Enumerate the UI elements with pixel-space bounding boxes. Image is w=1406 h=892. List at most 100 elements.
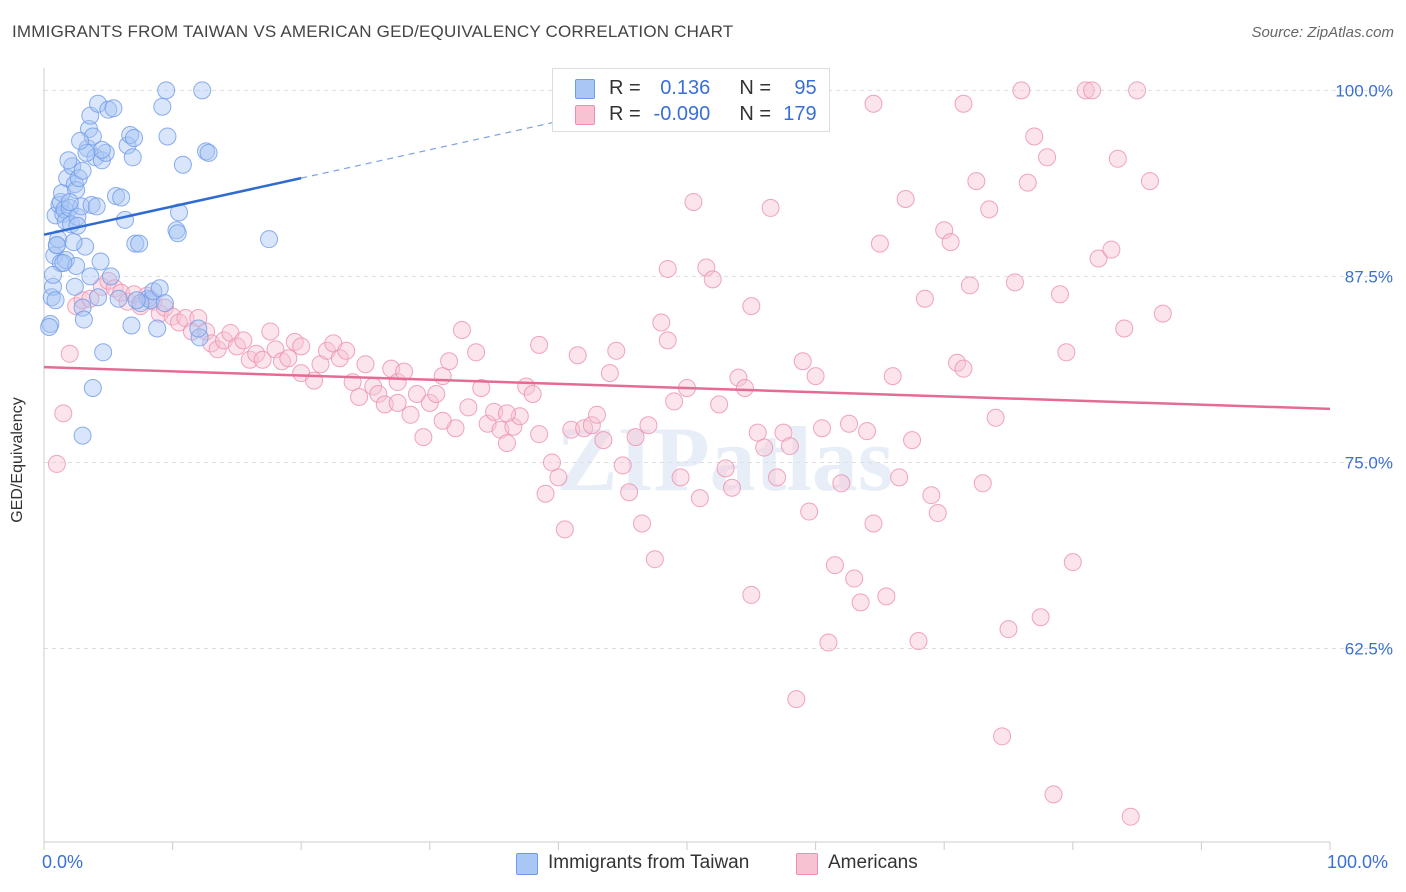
americans-point-0 [47,454,66,473]
americans-point-54 [407,384,426,403]
correlation-legend: R = 0.136 N = 95 R = -0.090 N = 179 [552,68,830,132]
americans-point-55 [414,428,433,447]
source-label: Source: ZipAtlas.com [1251,24,1394,41]
americans-point-75 [542,453,561,472]
americans-point-132 [909,632,928,651]
americans-point-119 [825,556,844,575]
x-tick-label-max: 100.0% [1327,852,1389,872]
taiwan-point-70 [153,97,172,116]
chart-title: IMMIGRANTS FROM TAIWAN VS AMERICAN GED/E… [12,22,734,41]
taiwan-point-88 [60,192,79,211]
americans-point-82 [587,405,606,424]
americans-point-53 [401,405,420,424]
americans-point-100 [703,270,722,289]
americans-point-48 [369,384,388,403]
americans-point-121 [840,414,859,433]
y-axis-label: GED/Equivalency [9,397,26,523]
taiwan-point-90 [87,197,106,216]
americans-point-131 [903,431,922,450]
legend-r-value-taiwan: 0.136 [660,77,711,99]
americans-point-164 [1128,81,1147,100]
americans-point-86 [613,456,632,475]
americans-point-125 [864,514,883,533]
americans-point-85 [607,341,626,360]
americans-point-35 [279,349,298,368]
americans-point-142 [973,474,992,493]
americans-point-122 [845,569,864,588]
americans-point-46 [356,355,375,374]
americans-point-172 [388,393,407,412]
taiwan-point-18 [67,181,86,200]
americans-point-130 [896,189,915,208]
taiwan-point-38 [47,236,66,255]
taiwan-point-75 [199,143,218,162]
americans-point-73 [530,425,549,444]
americans-point-52 [395,362,414,381]
taiwan-point-83 [89,288,108,307]
americans-point-158 [1083,81,1102,100]
taiwan-trend-line [43,176,302,236]
taiwan-point-77 [260,230,279,249]
americans-point-83 [594,431,613,450]
americans-point-149 [1018,173,1037,192]
americans-point-103 [723,478,742,497]
taiwan-trend-extension [301,115,585,179]
americans-point-163 [1121,807,1140,826]
legend-n-value-americans: 179 [783,103,817,125]
americans-point-57 [427,384,446,403]
y-tick-labels: 62.5% 75.0% 87.5% 100.0% [1335,81,1393,658]
series-swatch-americans [796,853,818,875]
taiwan-point-46 [101,267,120,286]
americans-point-126 [870,234,889,253]
americans-point-74 [536,484,555,503]
taiwan-point-55 [130,234,149,253]
americans-point-97 [684,192,703,211]
legend-swatch-taiwan [575,79,595,99]
americans-point-112 [780,437,799,456]
taiwan-point-60 [148,319,167,338]
americans-point-42 [330,349,349,368]
americans-point-108 [755,438,774,457]
americans-point-59 [440,352,459,371]
americans-point-161 [1108,149,1127,168]
taiwan-point-92 [40,317,59,336]
americans-point-155 [1057,343,1076,362]
americans-point-115 [800,502,819,521]
americans-point-78 [562,420,581,439]
taiwan-point-50 [118,136,137,155]
taiwan-point-73 [189,319,208,338]
americans-trend-line [43,365,1331,411]
americans-point-107 [748,423,767,442]
taiwan-point-64 [155,294,174,313]
americans-point-2 [60,344,79,363]
americans-point-104 [729,368,748,387]
americans-point-116 [806,367,825,386]
taiwan-point-49 [116,210,135,229]
americans-point-120 [832,474,851,493]
americans-point-166 [1153,304,1172,323]
americans-point-162 [1115,319,1134,338]
americans-point-175 [292,337,311,356]
americans-point-68 [497,434,516,453]
americans-point-141 [967,172,986,191]
taiwan-point-52 [125,128,144,147]
americans-point-113 [787,690,806,709]
americans-point-174 [530,335,549,354]
americans-point-31 [253,350,272,369]
americans-point-157 [1076,81,1095,100]
series-name-taiwan: Immigrants from Taiwan [548,852,750,873]
americans-point-88 [626,428,645,447]
americans-point-171 [497,404,516,423]
taiwan-point-33 [104,99,123,118]
y-tick-label-2: 87.5% [1345,267,1393,286]
americans-point-143 [980,200,999,219]
americans-point-84 [600,364,619,383]
americans-point-127 [877,587,896,606]
americans-point-45 [350,387,369,406]
americans-point-136 [935,221,954,240]
americans-point-106 [742,585,761,604]
americans-point-128 [883,367,902,386]
americans-point-1 [54,404,73,423]
americans-point-91 [645,550,664,569]
americans-point-144 [986,408,1005,427]
